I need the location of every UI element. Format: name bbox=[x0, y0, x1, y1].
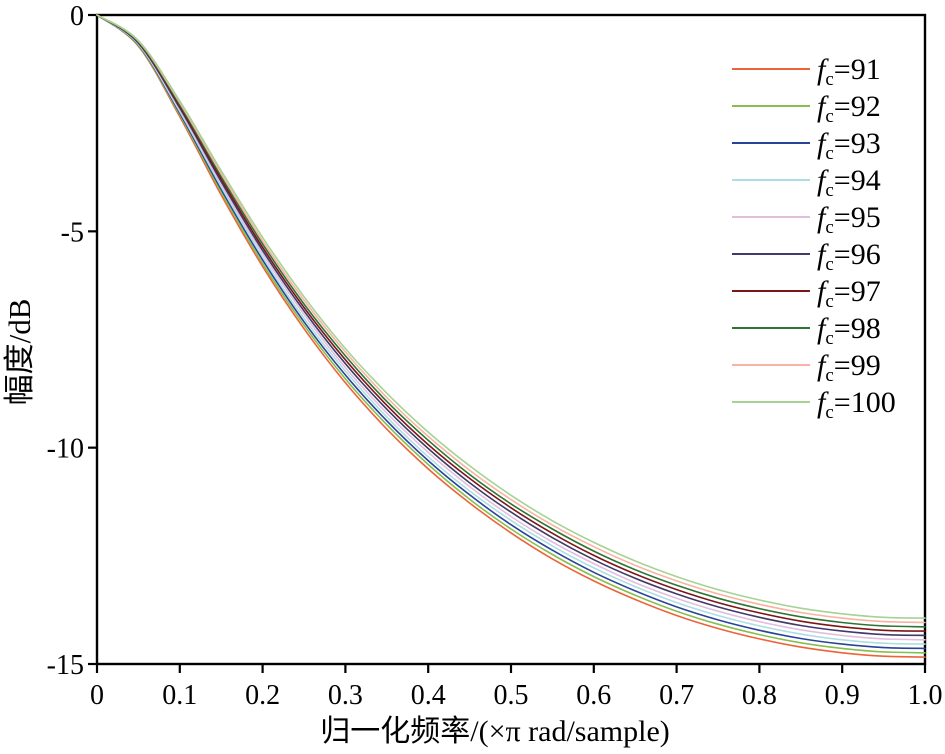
curves bbox=[96, 14, 926, 658]
y-axis-ticks: 0 -5 -10 -15 bbox=[47, 1, 97, 681]
x-axis-ticks: 0 0.1 0.2 0.3 0.4 0.5 0.6 0.7 0.8 0.9 1.0 bbox=[90, 664, 943, 711]
curve-fc-91 bbox=[96, 14, 926, 658]
legend-label-fc-95: fc=95 bbox=[817, 201, 881, 238]
x-axis-title: 归一化频率/(×π rad/sample) bbox=[320, 715, 670, 748]
curve-fc-93 bbox=[96, 14, 926, 650]
legend-label-fc-91: fc=91 bbox=[817, 53, 881, 90]
legend-label-fc-96: fc=96 bbox=[817, 238, 881, 275]
legend-label-subscript: c bbox=[825, 143, 833, 164]
legend-label-fc-94: fc=94 bbox=[817, 164, 881, 201]
curve-fc-94 bbox=[96, 14, 926, 645]
curve-fc-97 bbox=[96, 14, 926, 632]
legend-label-subscript: c bbox=[825, 217, 833, 238]
curve-fc-100 bbox=[96, 14, 926, 619]
legend-label-fc-100: fc=100 bbox=[817, 386, 896, 423]
y-tick-label: -15 bbox=[47, 650, 84, 681]
legend-label-subscript: c bbox=[825, 365, 833, 386]
curve-fc-98 bbox=[96, 14, 926, 628]
x-tick-label: 0.7 bbox=[659, 680, 694, 711]
legend-label-value: =97 bbox=[834, 275, 881, 308]
x-tick-label: 0.8 bbox=[742, 680, 777, 711]
x-tick-label: 1.0 bbox=[908, 680, 943, 711]
legend-label-value: =98 bbox=[834, 312, 881, 345]
legend-label-value: =100 bbox=[834, 386, 896, 419]
legend-label-subscript: c bbox=[825, 291, 833, 312]
x-tick-label: 0.3 bbox=[328, 680, 363, 711]
legend-label-fc-97: fc=97 bbox=[817, 275, 881, 312]
x-tick-label: 0 bbox=[90, 680, 104, 711]
plot-frame bbox=[95, 13, 927, 666]
legend-label-subscript: c bbox=[825, 106, 833, 127]
legend-label-fc-99: fc=99 bbox=[817, 349, 881, 386]
curve-fc-92 bbox=[96, 14, 926, 654]
legend-label-fc-93: fc=93 bbox=[817, 127, 881, 164]
legend-label-subscript: c bbox=[825, 69, 833, 90]
legend-label-value: =92 bbox=[834, 90, 881, 123]
y-axis-title: 幅度/dB bbox=[2, 299, 37, 406]
legend-label-subscript: c bbox=[825, 180, 833, 201]
y-tick-label: -10 bbox=[47, 434, 84, 465]
y-tick-label: 0 bbox=[70, 1, 84, 32]
legend-label-subscript: c bbox=[825, 254, 833, 275]
legend-label-subscript: c bbox=[825, 328, 833, 349]
legend-label-value: =94 bbox=[834, 164, 881, 197]
x-tick-label: 0.1 bbox=[162, 680, 197, 711]
curve-fc-95 bbox=[96, 14, 926, 641]
legend-label-value: =96 bbox=[834, 238, 881, 271]
curve-fc-99 bbox=[96, 14, 926, 624]
legend: fc=91fc=92fc=93fc=94fc=95fc=96fc=97fc=98… bbox=[732, 53, 896, 423]
legend-label-subscript: c bbox=[825, 402, 833, 423]
legend-label-value: =99 bbox=[834, 349, 881, 382]
legend-label-value: =91 bbox=[834, 53, 881, 86]
x-tick-label: 0.4 bbox=[411, 680, 446, 711]
x-tick-label: 0.5 bbox=[494, 680, 529, 711]
x-tick-label: 0.6 bbox=[576, 680, 611, 711]
legend-label-fc-98: fc=98 bbox=[817, 312, 881, 349]
legend-label-value: =95 bbox=[834, 201, 881, 234]
x-tick-label: 0.2 bbox=[245, 680, 280, 711]
y-tick-label: -5 bbox=[61, 217, 84, 248]
curve-fc-96 bbox=[96, 14, 926, 637]
x-tick-label: 0.9 bbox=[825, 680, 860, 711]
legend-label-value: =93 bbox=[834, 127, 881, 160]
legend-label-fc-92: fc=92 bbox=[817, 90, 881, 127]
